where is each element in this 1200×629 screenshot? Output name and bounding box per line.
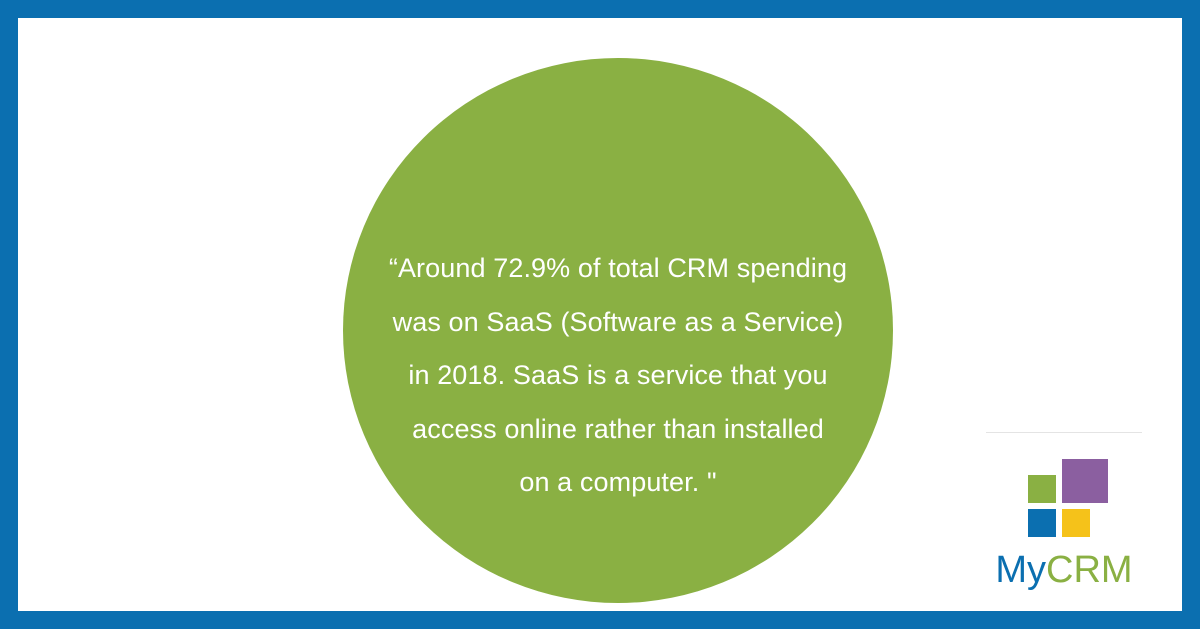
quote-text: “Around 72.9% of total CRM spending was … (343, 242, 893, 510)
logo-divider (986, 432, 1142, 433)
logo-text-my: My (995, 549, 1047, 591)
quote-line-4: access online rather than installed (412, 413, 824, 444)
logo-green-square (1028, 475, 1056, 503)
quote-circle: “Around 72.9% of total CRM spending was … (343, 58, 893, 603)
content-panel: “Around 72.9% of total CRM spending was … (18, 18, 1182, 611)
mycrm-logo: MyCRM (986, 432, 1142, 602)
logo-wordmark: MyCRM (986, 548, 1142, 592)
logo-blue-square (1028, 509, 1056, 537)
logo-purple-square (1062, 459, 1108, 503)
quote-line-5: on a computer. " (519, 467, 717, 497)
logo-yellow-square (1062, 509, 1090, 537)
quote-line-2: was on SaaS (Software as a Service) (392, 306, 844, 337)
logo-text-crm: CRM (1046, 549, 1133, 591)
quote-line-1: “Around 72.9% of total CRM spending (388, 253, 848, 283)
quote-line-3: in 2018. SaaS is a service that you (408, 360, 828, 390)
